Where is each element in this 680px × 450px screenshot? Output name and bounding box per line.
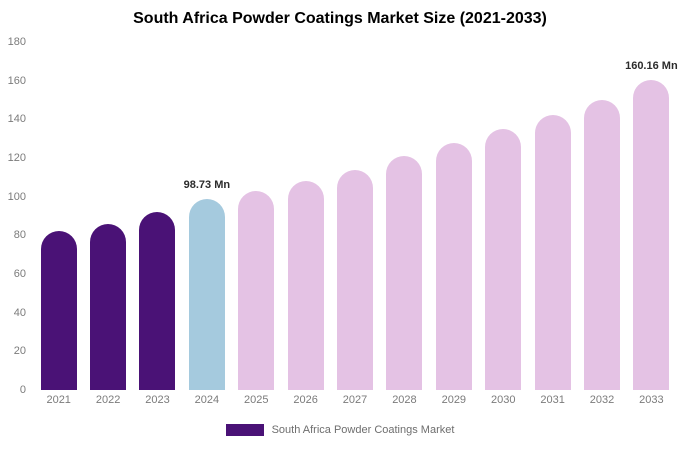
bar-2031 — [534, 115, 571, 390]
bar-slot — [479, 42, 528, 390]
x-axis: 2021 2022 2023 2024 2025 2026 2027 2028 2029 2030… — [34, 394, 676, 406]
x-tick-label: 2029 — [441, 394, 467, 406]
bar-2022 — [90, 223, 127, 390]
legend: South Africa Powder Coatings Market — [0, 424, 680, 436]
x-tick-label: 2026 — [293, 394, 318, 406]
bar-2025 — [238, 190, 275, 390]
bar-value-label: 160.16 Mn — [625, 60, 678, 73]
bar-slot — [232, 42, 281, 390]
x-tick-label: 2031 — [540, 394, 565, 406]
x-tick-label: 2025 — [244, 394, 269, 406]
bar-value-label: 98.73 Mn — [183, 179, 231, 192]
y-tick-label: 160 — [7, 74, 26, 87]
y-axis: 0 20 40 60 80 100 120 140 160 180 — [0, 36, 30, 396]
y-tick-label: 40 — [13, 306, 26, 319]
y-tick-label: 120 — [7, 152, 26, 164]
bar-slot — [83, 42, 132, 390]
bar-2028 — [386, 156, 423, 390]
x-tick-label: 2030 — [490, 394, 516, 406]
x-tick-label: 2033 — [639, 394, 664, 406]
y-tick-label: 60 — [13, 268, 26, 280]
y-tick-label: 0 — [19, 384, 26, 396]
x-tick-label: 2023 — [145, 394, 170, 406]
x-tick-label: 2021 — [46, 394, 71, 406]
bar-2024 — [188, 199, 225, 390]
bar-slot: 160.16 Mn — [625, 42, 678, 390]
x-tick-label: 2024 — [194, 394, 220, 406]
legend-label: South Africa Powder Coatings Market — [271, 424, 455, 436]
bar-slot — [133, 42, 182, 390]
y-tick-label: 140 — [7, 113, 26, 126]
y-tick-label: 100 — [7, 190, 26, 203]
chart-title: South Africa Powder Coatings Market Size… — [133, 10, 547, 27]
bar-slot — [380, 42, 429, 390]
y-tick-label: 180 — [7, 36, 26, 48]
bar-slot — [429, 42, 478, 390]
bar-2029 — [435, 142, 472, 390]
y-tick-label: 20 — [13, 345, 26, 358]
bar-slot — [281, 42, 330, 390]
y-tick-label: 80 — [13, 229, 26, 242]
x-tick-label: 2027 — [342, 394, 368, 406]
bar-2030 — [485, 129, 522, 390]
bar-2026 — [287, 181, 324, 390]
bar-2027 — [337, 169, 374, 390]
bar-2021 — [40, 231, 77, 390]
legend-swatch — [225, 424, 264, 436]
plot-area: 0 20 40 60 80 100 120 140 160 180 98.73 Mn 160.16 … — [0, 36, 680, 396]
bar-slot: 98.73 Mn — [182, 42, 231, 390]
bar-slot — [577, 42, 626, 390]
bars: 98.73 Mn 160.16 Mn — [34, 42, 678, 390]
bar-2032 — [583, 100, 620, 390]
x-tick-label: 2022 — [95, 394, 121, 406]
bar-slot — [34, 42, 83, 390]
bar-2033 — [633, 80, 670, 390]
bar-slot — [528, 42, 577, 390]
x-tick-label: 2032 — [589, 394, 615, 406]
bar-2023 — [139, 212, 176, 390]
x-tick-label: 2028 — [392, 394, 417, 406]
bar-slot — [330, 42, 379, 390]
